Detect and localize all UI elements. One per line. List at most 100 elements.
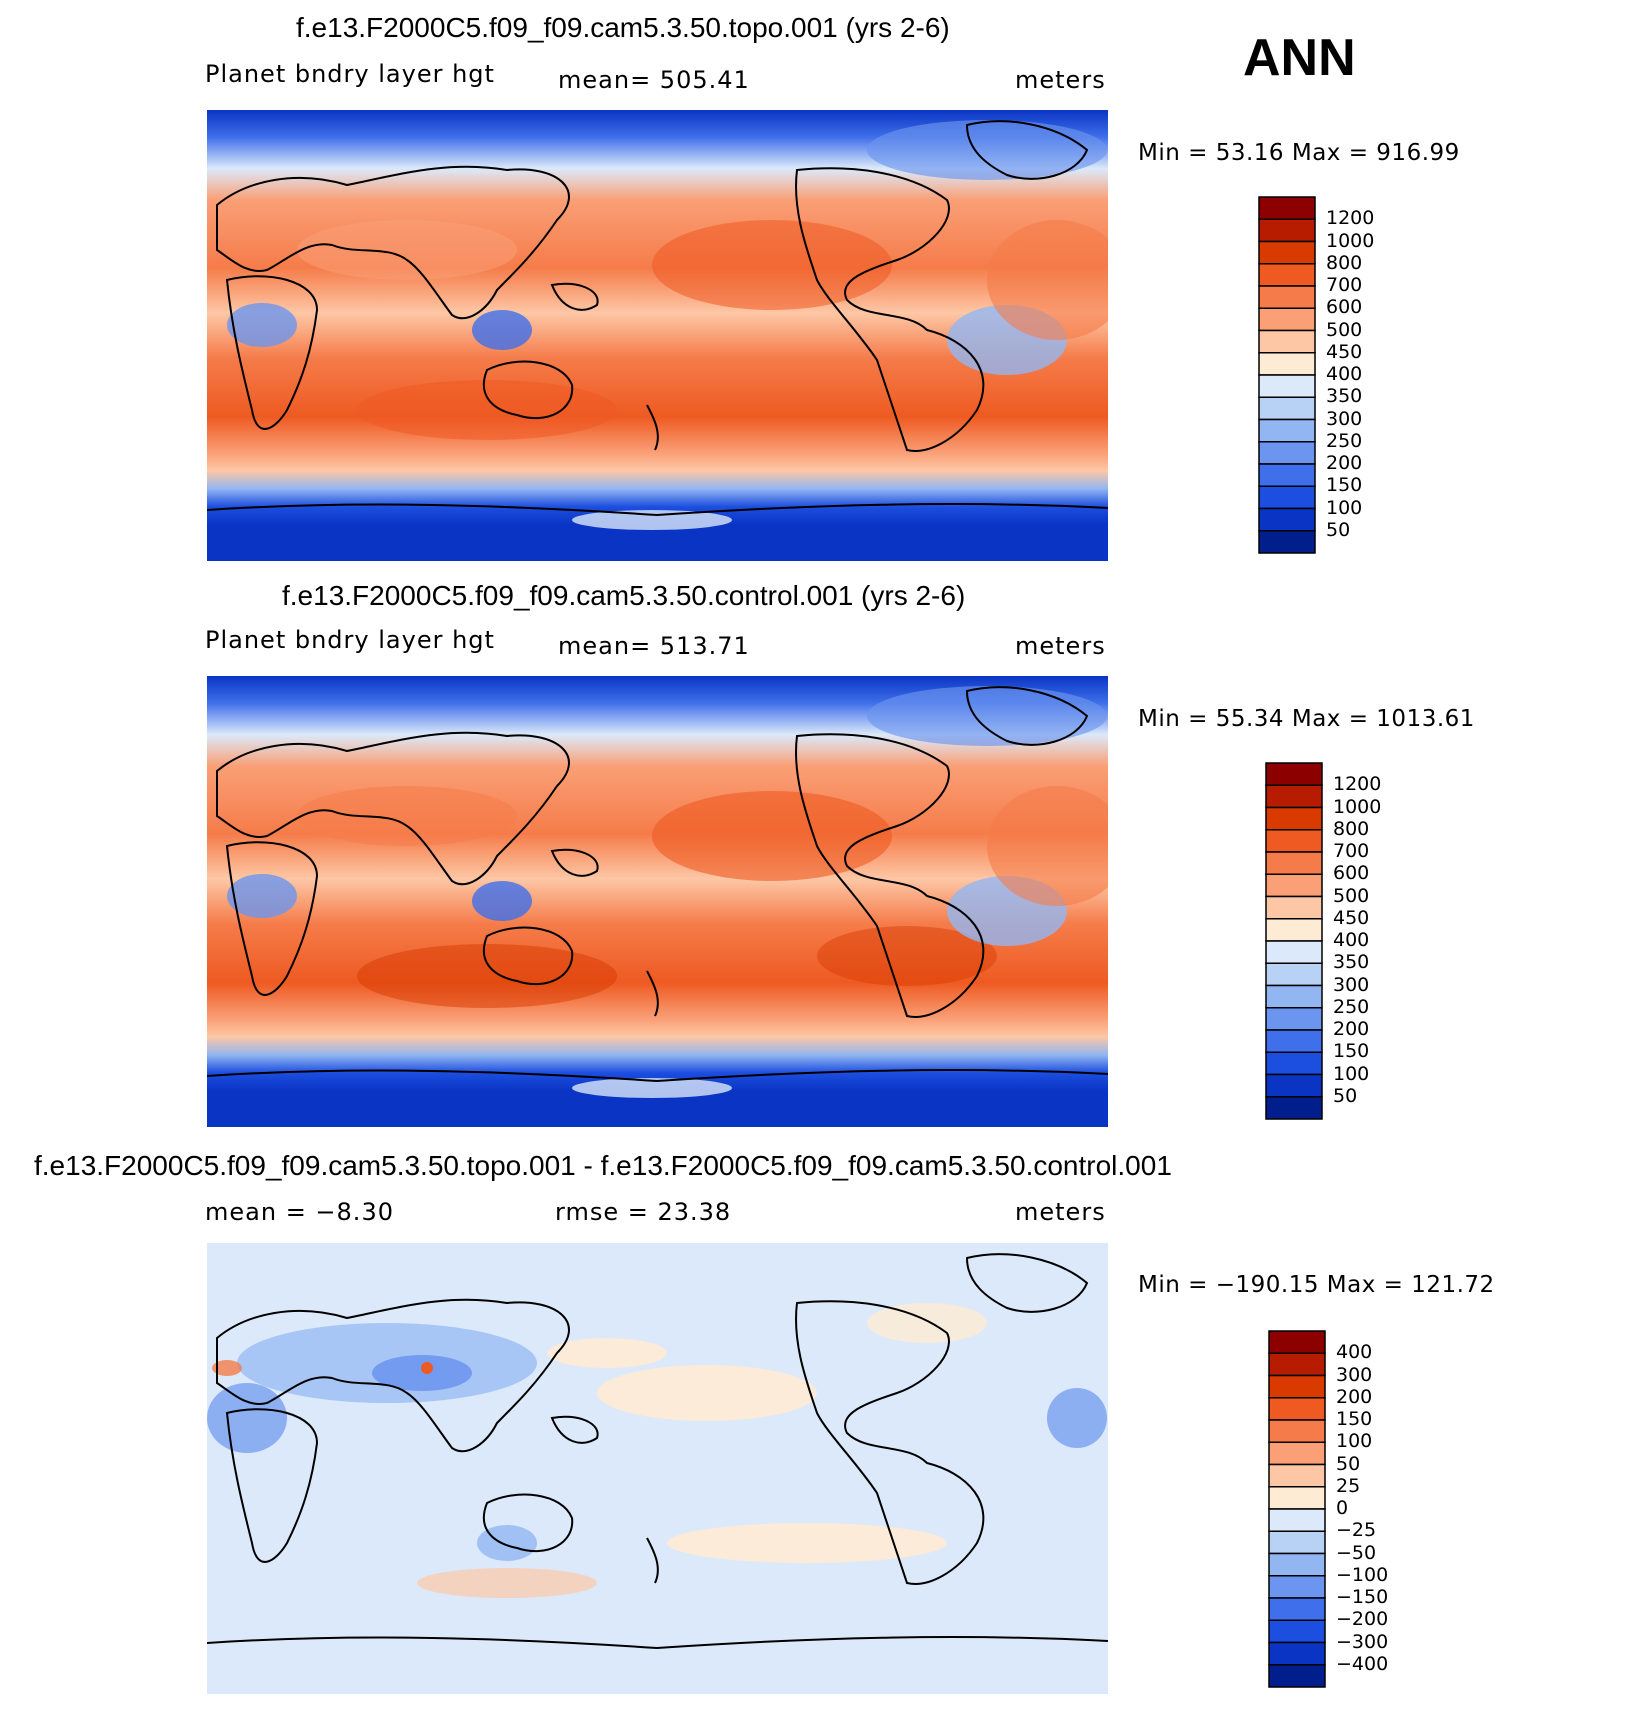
colorbar-tick-label: −50 [1336,1541,1377,1564]
panel-3-rmse-label: rmse = 23.38 [555,1198,732,1226]
panel-2-mean-label: mean= 513.71 [558,632,750,660]
panel-3-regional-patches [207,1303,1107,1598]
panel-3-colorbar [1268,1330,1326,1688]
colorbar-tick-label: 0 [1336,1497,1349,1519]
colorbar-box [1265,784,1323,809]
colorbar-box [1265,1029,1323,1053]
panel-3-title: f.e13.F2000C5.f09_f09.cam5.3.50.topo.001… [34,1150,1172,1181]
colorbar-tick-label: −200 [1336,1608,1389,1631]
colorbar-tick-label: 400 [1333,929,1370,951]
colorbar-tick-label: 450 [1333,906,1370,929]
panel-2-units-label: meters [1015,632,1106,660]
colorbar-box [1265,1073,1323,1098]
colorbar-tick-label: 250 [1333,995,1370,1018]
colorbar-box [1268,1374,1326,1399]
colorbar-box [1268,1352,1326,1377]
colorbar-box [1258,530,1316,554]
colorbar-tick-label: −100 [1336,1563,1389,1586]
panel-3-units-label: meters [1015,1198,1106,1226]
panel-2-colorbar-labels: 1200 1000 800 700 600 500 450 400 350 300 250 200 15… [1333,762,1413,1120]
colorbar-box [1265,1007,1323,1031]
panel-2-coastlines [207,686,1108,1083]
colorbar-box [1258,218,1316,243]
colorbar-box [1265,829,1323,853]
colorbar-box [1268,1641,1326,1666]
colorbar-box [1268,1530,1326,1555]
colorbar-tick-label: −400 [1336,1652,1389,1675]
colorbar-tick-label: −150 [1336,1586,1389,1608]
colorbar-tick-label: 200 [1336,1385,1373,1408]
colorbar-tick-label: 50 [1326,518,1351,541]
colorbar-tick-label: 200 [1333,1018,1370,1040]
colorbar-tick-label: 100 [1336,1430,1373,1453]
panel-2-colorbar [1265,762,1323,1120]
colorbar-box [1268,1397,1326,1421]
colorbar-box [1268,1463,1326,1488]
colorbar-tick-label: −25 [1336,1519,1377,1542]
colorbar-tick-label: 700 [1333,840,1370,862]
colorbar-box [1265,918,1323,942]
colorbar-box [1258,329,1316,354]
panel-1-regional-patches [227,120,1108,530]
panel-1-coastlines [207,120,1108,517]
colorbar-box [1258,352,1316,376]
colorbar-tick-label: 1200 [1333,773,1382,796]
colorbar-box [1268,1508,1326,1532]
panel-2-title: f.e13.F2000C5.f09_f09.cam5.3.50.control.… [282,580,966,611]
colorbar-box [1265,1096,1323,1120]
colorbar-box [1258,240,1316,265]
panel-3-coastlines [207,1253,1108,1650]
colorbar-box [1258,285,1316,309]
colorbar-tick-label: 1000 [1333,795,1382,818]
panel-1-units-label: meters [1015,66,1106,94]
colorbar-box [1258,307,1316,332]
colorbar-box [1265,762,1323,786]
colorbar-tick-label: 100 [1333,1062,1370,1085]
colorbar-tick-label: 50 [1336,1452,1361,1475]
colorbar-box [1268,1619,1326,1644]
colorbar-box [1265,1051,1323,1076]
colorbar-box [1258,374,1316,398]
colorbar-box [1268,1597,1326,1621]
colorbar-box [1258,485,1316,510]
colorbar-tick-label: 150 [1326,474,1363,497]
colorbar-box [1265,895,1323,920]
panel-3-map [207,1243,1108,1694]
panel-2-variable-label: Planet bndry layer hgt [205,626,495,654]
colorbar-box [1258,263,1316,287]
season-label: ANN [1243,29,1356,87]
colorbar-box [1258,507,1316,532]
panel-2-regional-patches [227,686,1108,1098]
panel-1-colorbar-labels: 1200 1000 800 700 600 500 450 400 350 300 250 200 15… [1326,196,1406,554]
panel-1-minmax: Min = 53.16 Max = 916.99 [1138,140,1460,166]
colorbar-tick-label: 1000 [1326,229,1375,252]
colorbar-tick-label: 150 [1336,1408,1373,1430]
panel-1-variable-label: Planet bndry layer hgt [205,60,495,88]
colorbar-tick-label: 500 [1326,318,1363,341]
colorbar-tick-label: 700 [1326,274,1363,296]
colorbar-box [1265,940,1323,964]
colorbar-box [1268,1486,1326,1510]
colorbar-tick-label: 350 [1326,385,1363,408]
colorbar-tick-label: 450 [1326,340,1363,363]
colorbar-box [1258,418,1316,443]
colorbar-box [1265,984,1323,1009]
colorbar-box [1268,1575,1326,1599]
panel-3-colorbar-labels: 400 300 200 150 100 50 25 0 −25 −50 −100 −150 −200 −3… [1336,1330,1416,1688]
panel-2-minmax: Min = 55.34 Max = 1013.61 [1138,706,1475,732]
colorbar-tick-label: 200 [1326,452,1363,474]
colorbar-box [1268,1441,1326,1466]
colorbar-tick-label: 350 [1333,951,1370,974]
panel-1-title: f.e13.F2000C5.f09_f09.cam5.3.50.topo.001… [296,12,950,43]
colorbar-tick-label: 300 [1326,407,1363,430]
colorbar-box [1258,396,1316,421]
colorbar-tick-label: 400 [1326,363,1363,385]
colorbar-box [1268,1664,1326,1688]
panel-3-colorbar-boxes [1268,1330,1326,1688]
colorbar-tick-label: 50 [1333,1084,1358,1107]
colorbar-tick-label: 100 [1326,496,1363,519]
panel-2-map [207,676,1108,1127]
panel-3-minmax: Min = −190.15 Max = 121.72 [1138,1272,1495,1298]
colorbar-box [1265,873,1323,898]
